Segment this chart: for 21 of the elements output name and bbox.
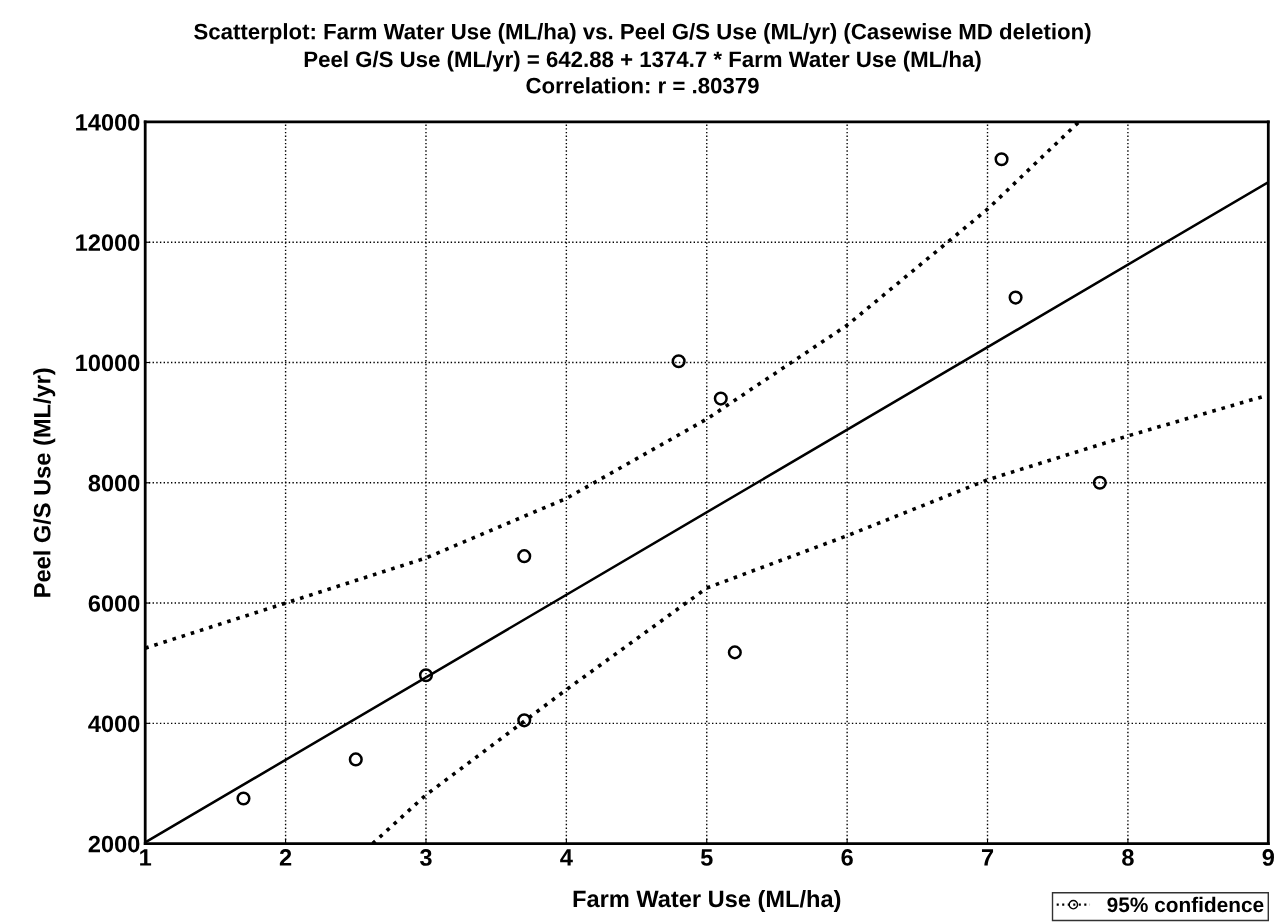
y-tick-label: 12000: [76, 234, 140, 252]
y-tick-label: 14000: [76, 114, 140, 131]
y-tick-label: 10000: [76, 354, 140, 372]
x-axis-title: Farm Water Use (ML/ha): [573, 889, 841, 912]
x-tick-label: 5: [700, 849, 713, 866]
y-tick-label: 2000: [88, 835, 140, 853]
chart-title: Scatterplot: Farm Water Use (ML/ha) vs. Peel G/S Use (ML/yr) (Casewise MD deletion): [194, 23, 1091, 44]
x-tick-label: 1: [140, 849, 152, 866]
x-tick-label: 8: [1122, 849, 1134, 866]
y-tick-label: 4000: [88, 715, 140, 733]
x-tick-label: 6: [841, 849, 853, 866]
legend-label: 95% confidence: [1107, 896, 1264, 913]
x-tick-label: 3: [419, 849, 432, 866]
x-tick-label: 9: [1262, 849, 1274, 866]
chart-subtitle: Peel G/S Use (ML/yr) = 642.88 + 1374.7 * Farm Water Use (ML/ha) Correlation: r = .80379: [304, 50, 981, 94]
x-tick-label: 2: [279, 849, 292, 866]
x-tick-label: 4: [560, 849, 573, 866]
y-tick-label: 6000: [88, 595, 140, 612]
x-tick-label: 7: [981, 849, 994, 866]
y-axis-title: Peel G/S Use (ML/yr): [33, 368, 56, 597]
y-tick-label: 8000: [88, 474, 140, 492]
